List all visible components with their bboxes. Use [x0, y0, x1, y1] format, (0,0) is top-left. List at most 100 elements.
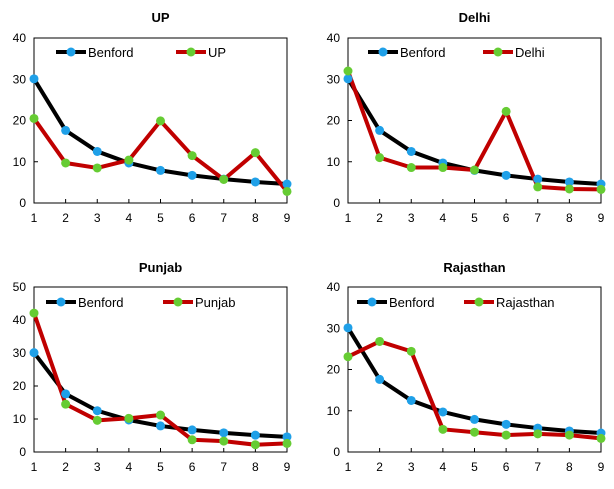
x-tick-label: 5: [157, 460, 164, 474]
data-point-benford: [29, 74, 39, 84]
data-point-delhi: [470, 165, 479, 175]
data-point-benford: [250, 177, 260, 187]
x-tick-label: 1: [345, 211, 352, 225]
data-point-up: [187, 151, 197, 161]
chart-panel-3: Punjab 0 10 20 30 40 50 1 2 3 4 5 6 7 8 9 Benford Punjab: [13, 260, 292, 474]
x-tick-label: 7: [534, 460, 541, 474]
data-point-benford: [187, 170, 197, 180]
data-point-delhi: [564, 184, 574, 194]
y-tick-label: 40: [327, 280, 341, 294]
y-tick-label: 40: [13, 313, 27, 327]
y-tick-label: 0: [19, 445, 26, 459]
x-tick-label: 3: [408, 460, 415, 474]
data-point-benford: [343, 323, 353, 333]
y-tick-label: 50: [13, 280, 27, 294]
x-tick-label: 9: [284, 211, 291, 225]
x-tick-label: 3: [408, 211, 415, 225]
y-tick-label: 10: [327, 155, 341, 169]
data-point-up: [124, 155, 134, 165]
legend: Benford Rajasthan: [357, 295, 555, 310]
data-point-rajasthan: [438, 424, 448, 434]
data-point-benford: [501, 419, 511, 429]
x-tick-label: 2: [62, 460, 69, 474]
data-point-punjab: [61, 399, 71, 409]
x-tick-label: 6: [189, 211, 196, 225]
x-tick-label: 4: [440, 460, 447, 474]
data-point-benford: [533, 174, 543, 184]
data-point-delhi: [501, 106, 511, 116]
y-tick-label: 20: [327, 363, 341, 377]
x-tick-label: 1: [345, 460, 352, 474]
x-tick-label: 9: [598, 211, 605, 225]
x-tick-label: 6: [189, 460, 196, 474]
data-point-punjab: [219, 436, 229, 446]
data-point-benford: [406, 146, 416, 156]
data-point-benford: [438, 407, 448, 417]
y-tick-label: 10: [13, 155, 27, 169]
data-point-benford: [564, 177, 574, 187]
legend-marker: [474, 297, 484, 307]
chart-panel-1: UP 0 10 20 30 40 1 2 3 4 5 6 7 8 9 Benford UP: [13, 10, 292, 225]
legend-label: Delhi: [515, 45, 545, 60]
legend-marker: [173, 297, 183, 307]
y-tick-label: 20: [13, 114, 27, 128]
data-point-up: [282, 186, 292, 196]
x-tick-label: 5: [157, 211, 164, 225]
x-tick-label: 4: [126, 211, 133, 225]
data-point-delhi: [375, 153, 385, 163]
legend-marker: [186, 47, 196, 57]
legend-label: UP: [208, 45, 226, 60]
legend-label: Punjab: [195, 295, 235, 310]
data-point-punjab: [250, 440, 260, 450]
data-point-punjab: [282, 438, 292, 448]
x-tick-label: 4: [126, 460, 133, 474]
x-tick-label: 2: [376, 460, 383, 474]
legend-marker: [66, 47, 76, 57]
data-point-rajasthan: [533, 429, 543, 439]
x-tick-label: 4: [440, 211, 447, 225]
data-point-punjab: [124, 413, 134, 423]
data-point-delhi: [406, 163, 416, 173]
data-point-delhi: [596, 184, 606, 194]
y-tick-label: 10: [13, 412, 27, 426]
x-tick-label: 8: [252, 460, 259, 474]
data-point-benford: [343, 74, 353, 84]
data-point-benford: [61, 389, 71, 399]
data-point-benford: [406, 395, 416, 405]
data-point-rajasthan: [375, 336, 385, 346]
data-point-benford: [375, 125, 385, 135]
x-tick-label: 8: [566, 460, 573, 474]
data-point-rajasthan: [470, 427, 479, 437]
x-tick-label: 7: [534, 211, 541, 225]
x-tick-label: 6: [503, 211, 510, 225]
x-tick-label: 1: [31, 460, 38, 474]
legend-marker: [378, 47, 388, 57]
data-point-punjab: [187, 435, 197, 445]
data-point-up: [156, 116, 165, 126]
legend: Benford UP: [56, 45, 226, 60]
data-point-delhi: [343, 66, 353, 76]
legend: Benford Punjab: [46, 295, 235, 310]
y-tick-label: 10: [327, 404, 341, 418]
x-tick-label: 5: [471, 211, 478, 225]
chart-panel-4: Rajasthan 0 10 20 30 40 1 2 3 4 5 6 7 8 9 Benford Rajast…: [327, 260, 606, 474]
data-point-benford: [29, 348, 39, 358]
data-point-delhi: [533, 182, 543, 192]
chart-title: Punjab: [139, 260, 182, 275]
x-tick-label: 7: [220, 211, 227, 225]
data-point-delhi: [438, 163, 448, 173]
y-tick-label: 30: [13, 72, 27, 86]
data-point-benford: [156, 421, 165, 431]
data-point-benford: [61, 125, 71, 135]
data-point-rajasthan: [343, 352, 353, 362]
x-tick-label: 6: [503, 460, 510, 474]
x-tick-label: 3: [94, 460, 101, 474]
data-point-benford: [92, 146, 102, 156]
chart-title: UP: [151, 10, 169, 25]
y-tick-label: 20: [13, 379, 27, 393]
y-tick-label: 40: [327, 31, 341, 45]
data-point-rajasthan: [596, 433, 606, 443]
plot-frame: [347, 286, 602, 453]
x-tick-label: 3: [94, 211, 101, 225]
y-tick-label: 0: [19, 196, 26, 210]
